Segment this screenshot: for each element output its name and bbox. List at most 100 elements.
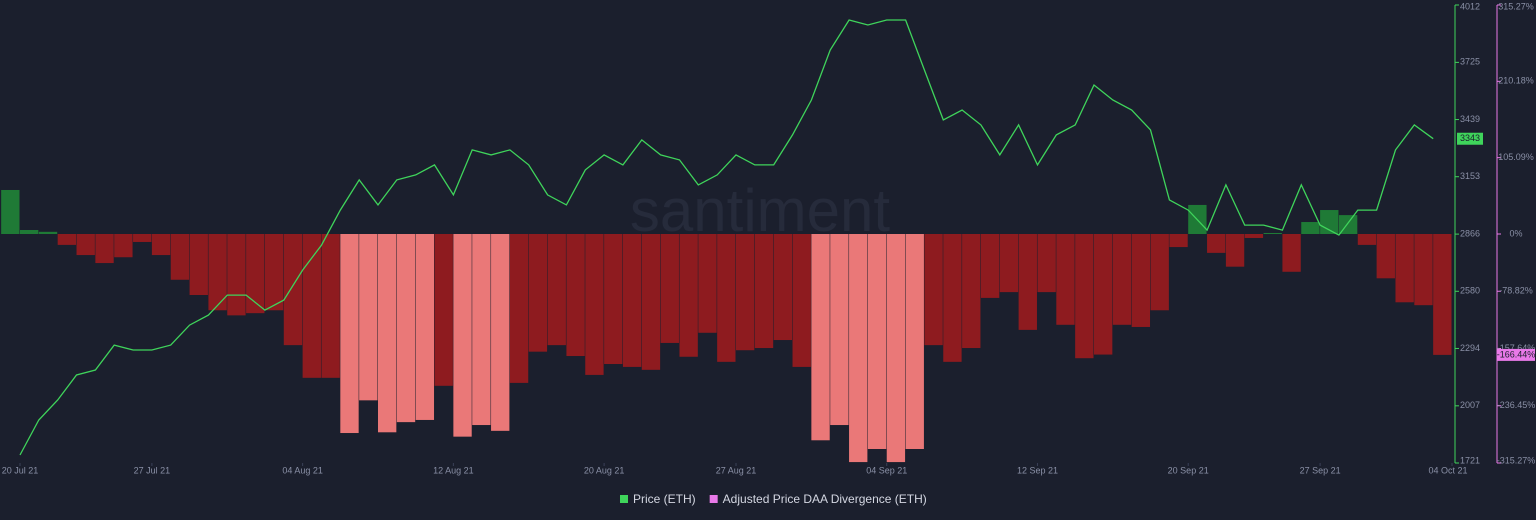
bar [246, 234, 265, 314]
y-tick-label: 2580 [1460, 286, 1480, 296]
y-tick-label: 2294 [1460, 343, 1480, 353]
bar [189, 234, 208, 296]
y-tick-label: 1721 [1460, 455, 1480, 465]
bar [133, 234, 152, 242]
x-tick-label: 20 Sep 21 [1168, 465, 1209, 475]
y-tick-label: 3725 [1460, 57, 1480, 67]
bar [849, 234, 868, 463]
bar [472, 234, 491, 426]
bar [1056, 234, 1075, 325]
legend-swatch [709, 495, 718, 503]
bar [114, 234, 133, 258]
bar [1, 189, 20, 234]
line-layer [19, 19, 1434, 456]
bar [660, 234, 679, 343]
x-tick-label: 27 Sep 21 [1300, 465, 1341, 475]
last-value-label: -166.44% [1497, 349, 1536, 359]
bar [641, 234, 661, 370]
bar [792, 234, 811, 367]
bar [924, 234, 943, 346]
legend-swatch [620, 495, 628, 503]
legend: Price (ETH) Adjusted Price DAA Divergence… [620, 492, 927, 506]
bar [57, 234, 77, 245]
bar [1282, 234, 1301, 272]
watermark: santiment [630, 177, 890, 244]
x-tick-label: 04 Aug 21 [282, 465, 323, 475]
bar [905, 234, 924, 450]
x-tick-label: 20 Aug 21 [584, 465, 625, 475]
price-line [19, 19, 1434, 456]
bar [453, 234, 472, 437]
bar [1244, 234, 1264, 238]
bar [585, 234, 604, 375]
bar [434, 234, 453, 386]
bar [773, 234, 793, 341]
bar [886, 234, 906, 463]
bar [1150, 234, 1169, 311]
bar [754, 234, 774, 349]
bar [811, 234, 830, 441]
bar [509, 234, 529, 383]
y-tick-label: 3153 [1460, 171, 1480, 181]
last-value-tag [1457, 132, 1483, 145]
bar [566, 234, 585, 357]
bar [340, 234, 359, 434]
x-tick-label: 20 Jul 21 [2, 465, 39, 475]
y-tick-label: 2866 [1460, 228, 1480, 238]
bar [208, 234, 227, 311]
bar [283, 234, 303, 346]
bar [302, 234, 321, 378]
bar [1263, 232, 1282, 234]
bar [415, 234, 435, 420]
bar [980, 234, 1000, 298]
y2-tick-label: -236.45% [1497, 400, 1536, 410]
bar [1112, 234, 1132, 325]
bar [830, 234, 849, 426]
bar [717, 234, 736, 362]
legend-label: Price (ETH) [633, 492, 696, 506]
bar [264, 234, 284, 311]
last-value-tag [1497, 348, 1535, 361]
bar [547, 234, 566, 346]
y-tick-label: 2007 [1460, 400, 1480, 410]
bar [1225, 234, 1245, 267]
y-tick-label: 3439 [1460, 114, 1480, 124]
bar [736, 234, 755, 351]
bar [1075, 234, 1094, 359]
bar [396, 234, 416, 423]
bar [1094, 234, 1113, 355]
bar [622, 234, 642, 367]
x-tick-label: 27 Aug 21 [716, 465, 757, 475]
bar [1301, 222, 1320, 234]
y2-tick-label: -157.64% [1497, 343, 1536, 353]
bars-layer [1, 189, 1452, 463]
y2-tick-label: 315.27% [1498, 1, 1534, 11]
legend-label: Adjusted Price DAA Divergence (ETH) [723, 492, 927, 506]
bar [604, 234, 623, 365]
x-tick-label: 04 Oct 21 [1428, 465, 1467, 475]
bar [170, 234, 190, 280]
bar [1414, 234, 1433, 306]
bar [1018, 234, 1037, 330]
bar [1395, 234, 1414, 303]
bar [76, 234, 95, 256]
x-tick-label: 12 Aug 21 [433, 465, 474, 475]
bar [679, 234, 698, 357]
bar [378, 234, 397, 433]
bar [1357, 234, 1377, 245]
y-tick-label: 4012 [1460, 1, 1480, 11]
y2-tick-label: -315.27% [1497, 455, 1536, 465]
y2-tick-label: -78.82% [1499, 286, 1533, 296]
bar [1376, 234, 1395, 279]
bar [1433, 234, 1452, 355]
bar [38, 231, 58, 234]
bar [943, 234, 962, 362]
y2-tick-label: 210.18% [1498, 76, 1534, 86]
bar [698, 234, 717, 333]
bar [20, 230, 39, 234]
bar [359, 234, 378, 401]
bar [867, 234, 887, 450]
bar [321, 234, 340, 378]
x-tick-label: 27 Jul 21 [134, 465, 171, 475]
